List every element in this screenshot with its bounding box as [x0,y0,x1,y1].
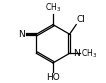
Text: CH$_3$: CH$_3$ [81,47,97,60]
Text: Cl: Cl [77,15,86,24]
Text: HO: HO [46,73,60,82]
Text: N: N [73,49,80,58]
Text: N: N [18,30,25,39]
Text: CH$_3$: CH$_3$ [45,1,61,14]
